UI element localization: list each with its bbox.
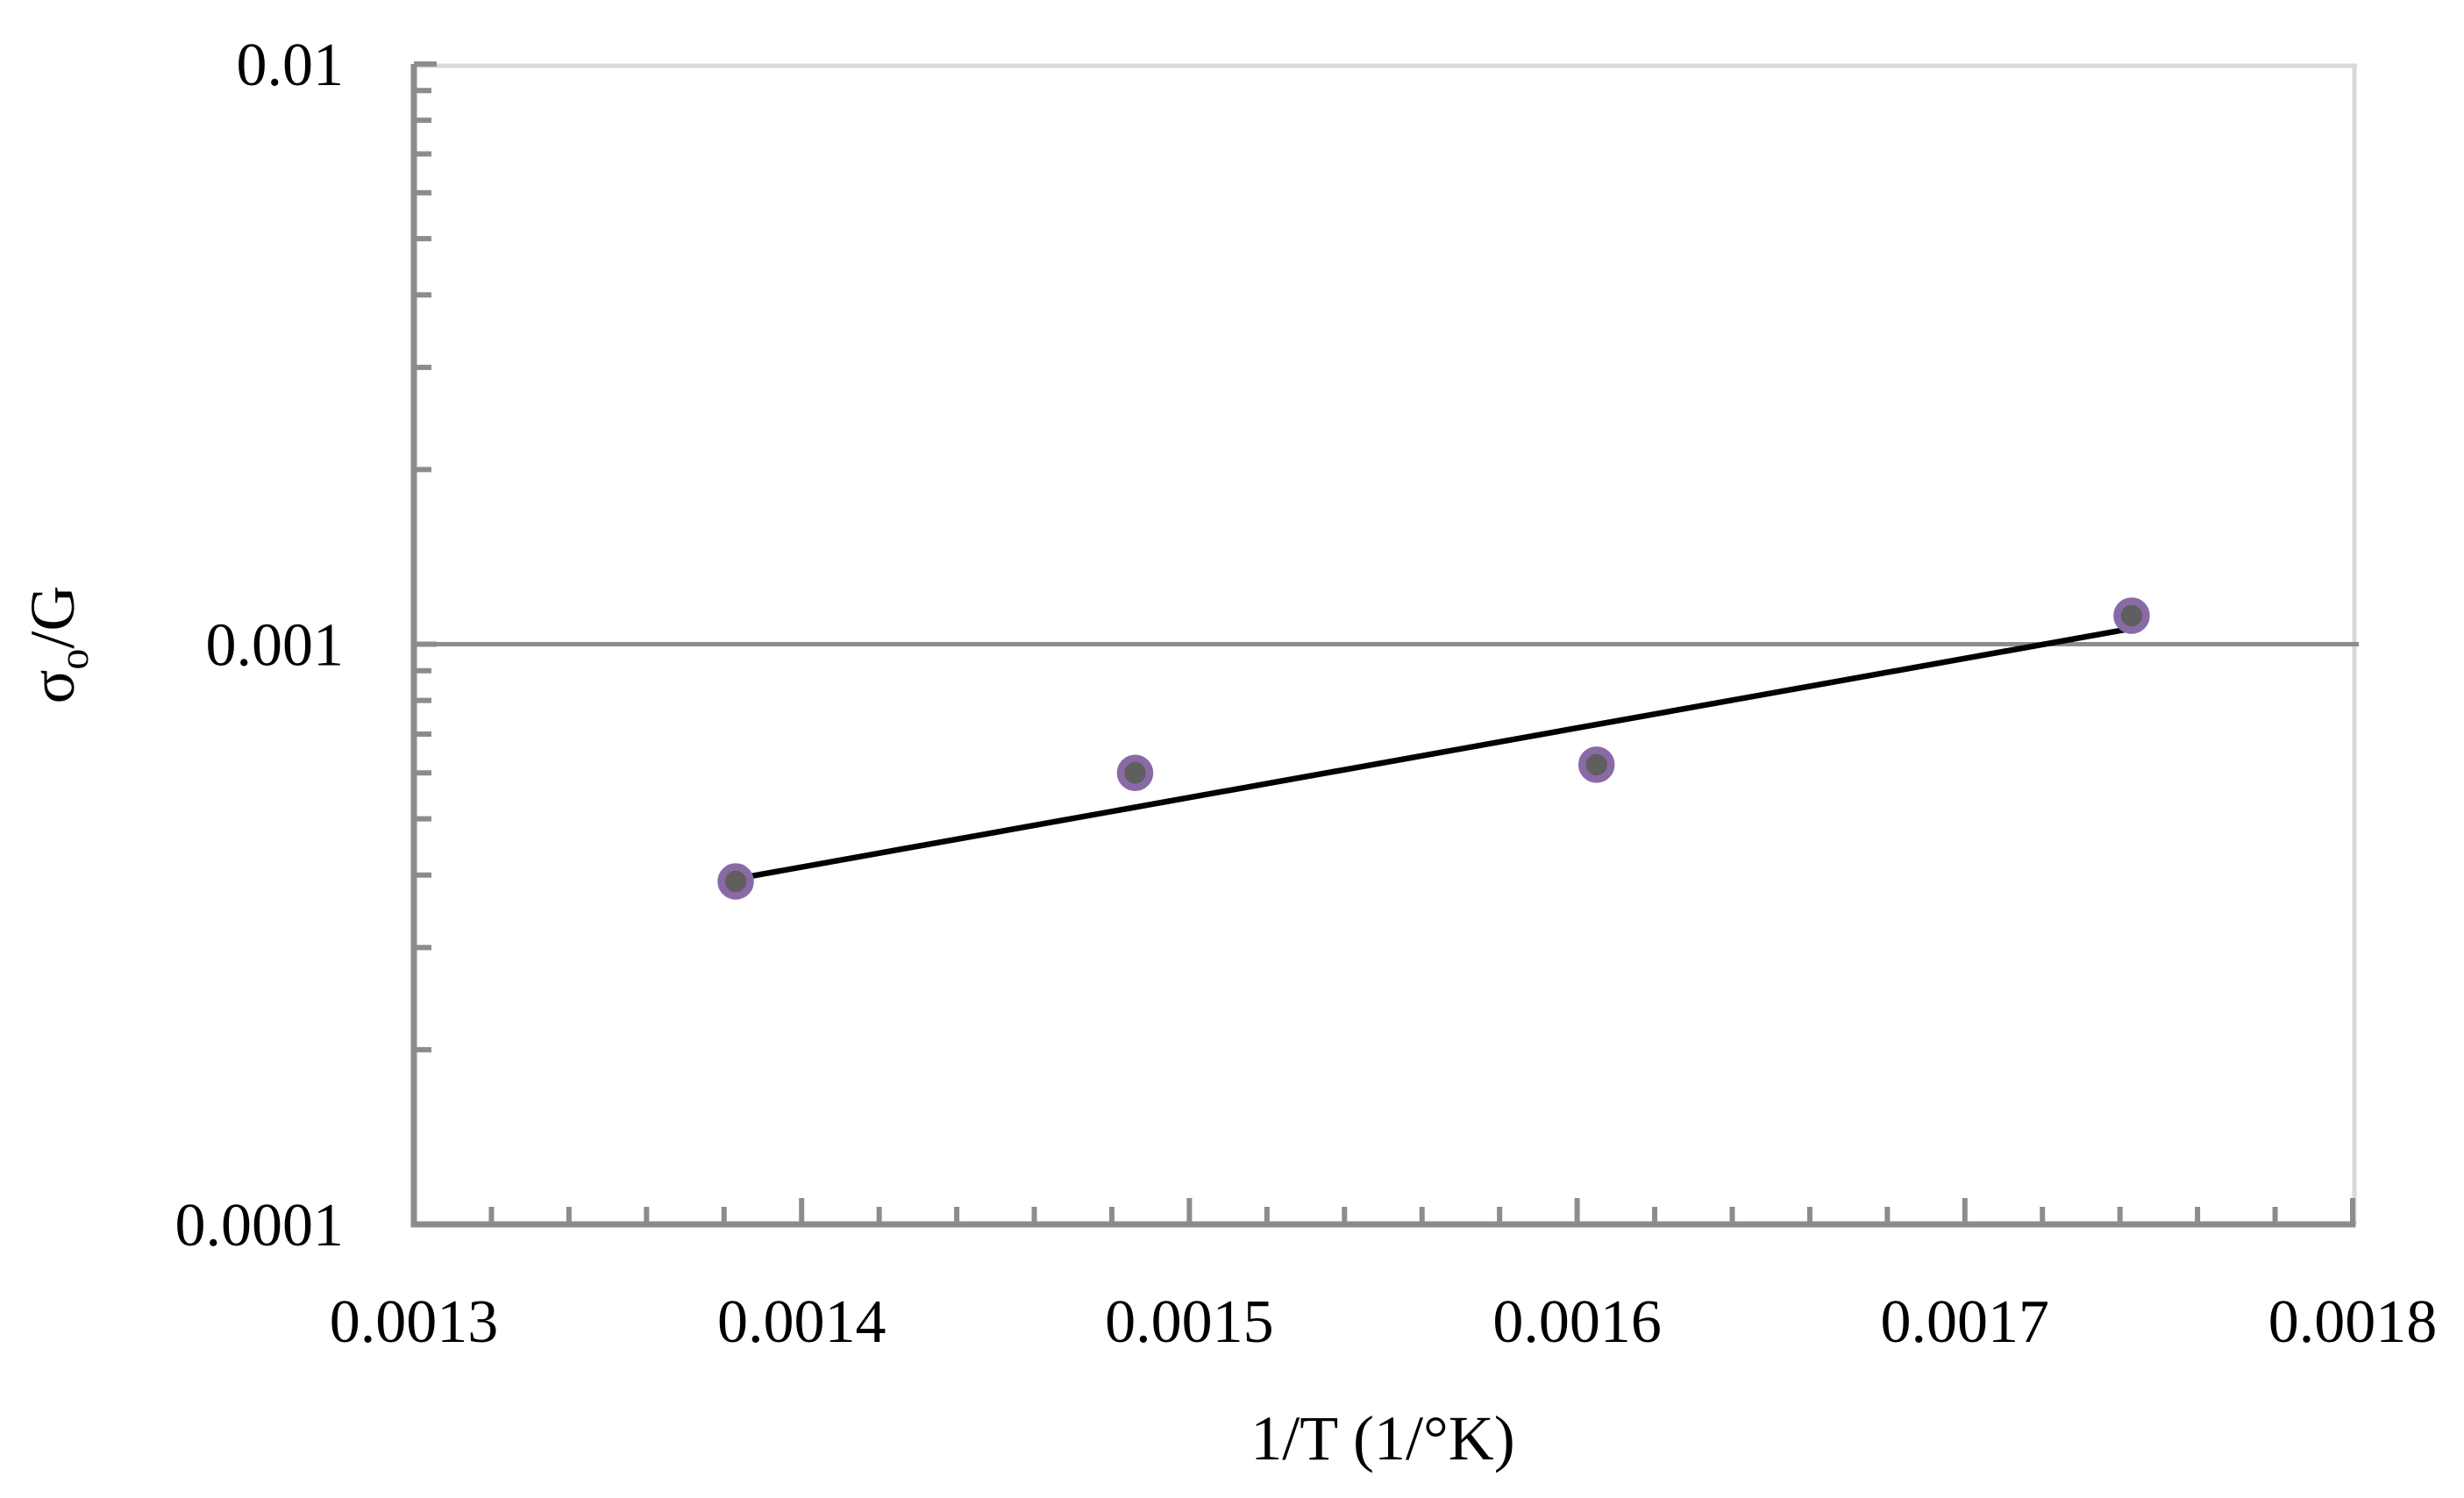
- x-tick-label: 0.0017: [1881, 1288, 2050, 1356]
- x-tick-label: 0.0013: [330, 1288, 499, 1356]
- y-axis-title-rest: /G: [18, 586, 88, 649]
- y-axis-title-subscript: o: [51, 649, 97, 670]
- x-tick-label: 0.0018: [2268, 1288, 2438, 1356]
- y-axis-title: σo/G: [18, 586, 97, 704]
- trend-line: [732, 624, 2143, 882]
- y-axis-title-sigma: σ: [18, 670, 88, 704]
- data-point: [2113, 597, 2150, 634]
- x-tick-label: 0.0016: [1492, 1288, 1662, 1356]
- data-point: [1577, 746, 1615, 783]
- y-tick-label: 0.001: [206, 612, 345, 680]
- y-tick-label: 0.0001: [175, 1192, 345, 1259]
- data-point: [717, 863, 754, 900]
- x-tick-label: 0.0014: [717, 1288, 887, 1356]
- x-tick-label: 0.0015: [1105, 1288, 1274, 1356]
- data-point: [1116, 754, 1154, 792]
- x-axis-title: 1/T (1/°K): [1250, 1403, 1514, 1473]
- y-tick-label: 0.01: [237, 32, 345, 99]
